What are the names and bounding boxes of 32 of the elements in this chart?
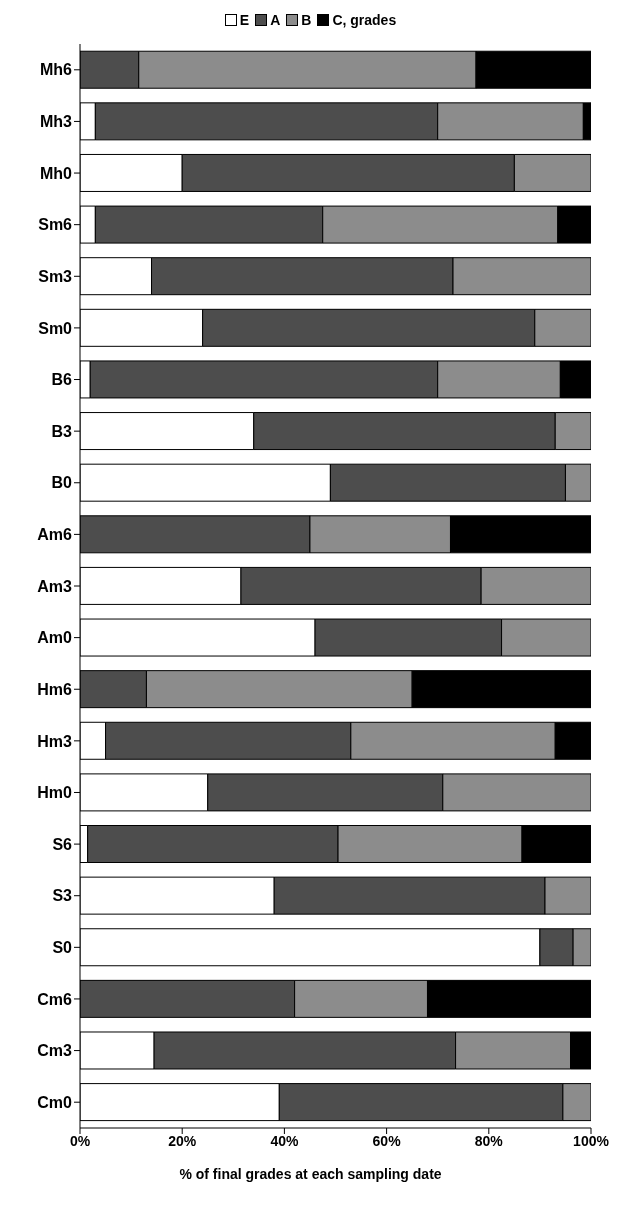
x-tick-label: 60% <box>372 1132 402 1149</box>
y-tick-label: Am6 <box>37 526 73 544</box>
legend-label: C, grades <box>332 12 397 28</box>
y-tick-label: S0 <box>52 939 73 957</box>
y-tick-label: Sm3 <box>38 267 73 285</box>
y-tick-label: B0 <box>51 474 73 492</box>
legend-label: B <box>301 12 312 28</box>
y-tick-label: Am0 <box>37 629 73 647</box>
legend-label: E <box>239 12 250 28</box>
y-tick-label: S6 <box>52 835 73 853</box>
x-tick-label: 100% <box>573 1132 610 1149</box>
y-tick-label: Mh3 <box>40 113 73 131</box>
x-tick-label: 80% <box>474 1132 504 1149</box>
y-tick-label: Hm6 <box>37 680 73 698</box>
y-tick-label: Cm3 <box>37 1042 73 1060</box>
y-tick-label: Cm0 <box>37 1093 73 1111</box>
y-tick-label: B3 <box>51 422 73 440</box>
legend-label: A <box>270 12 281 28</box>
y-tick-label: Sm0 <box>38 319 73 337</box>
x-tick-label: 40% <box>270 1132 299 1149</box>
y-tick-label: Mh0 <box>40 164 73 182</box>
x-tick-label: 0% <box>69 1132 91 1149</box>
y-tick-label: Am3 <box>37 577 73 595</box>
y-tick-label: S3 <box>52 887 73 905</box>
y-tick-label: B6 <box>51 371 73 389</box>
y-tick-label: Mh6 <box>40 61 73 79</box>
y-tick-label: Sm6 <box>38 216 73 234</box>
y-tick-label: Hm3 <box>37 732 73 750</box>
x-axis-title: % of final grades at each sampling date <box>178 1166 443 1182</box>
y-tick-label: Cm6 <box>37 990 73 1008</box>
y-tick-label: Hm0 <box>37 784 73 802</box>
x-tick-label: 20% <box>168 1132 197 1149</box>
